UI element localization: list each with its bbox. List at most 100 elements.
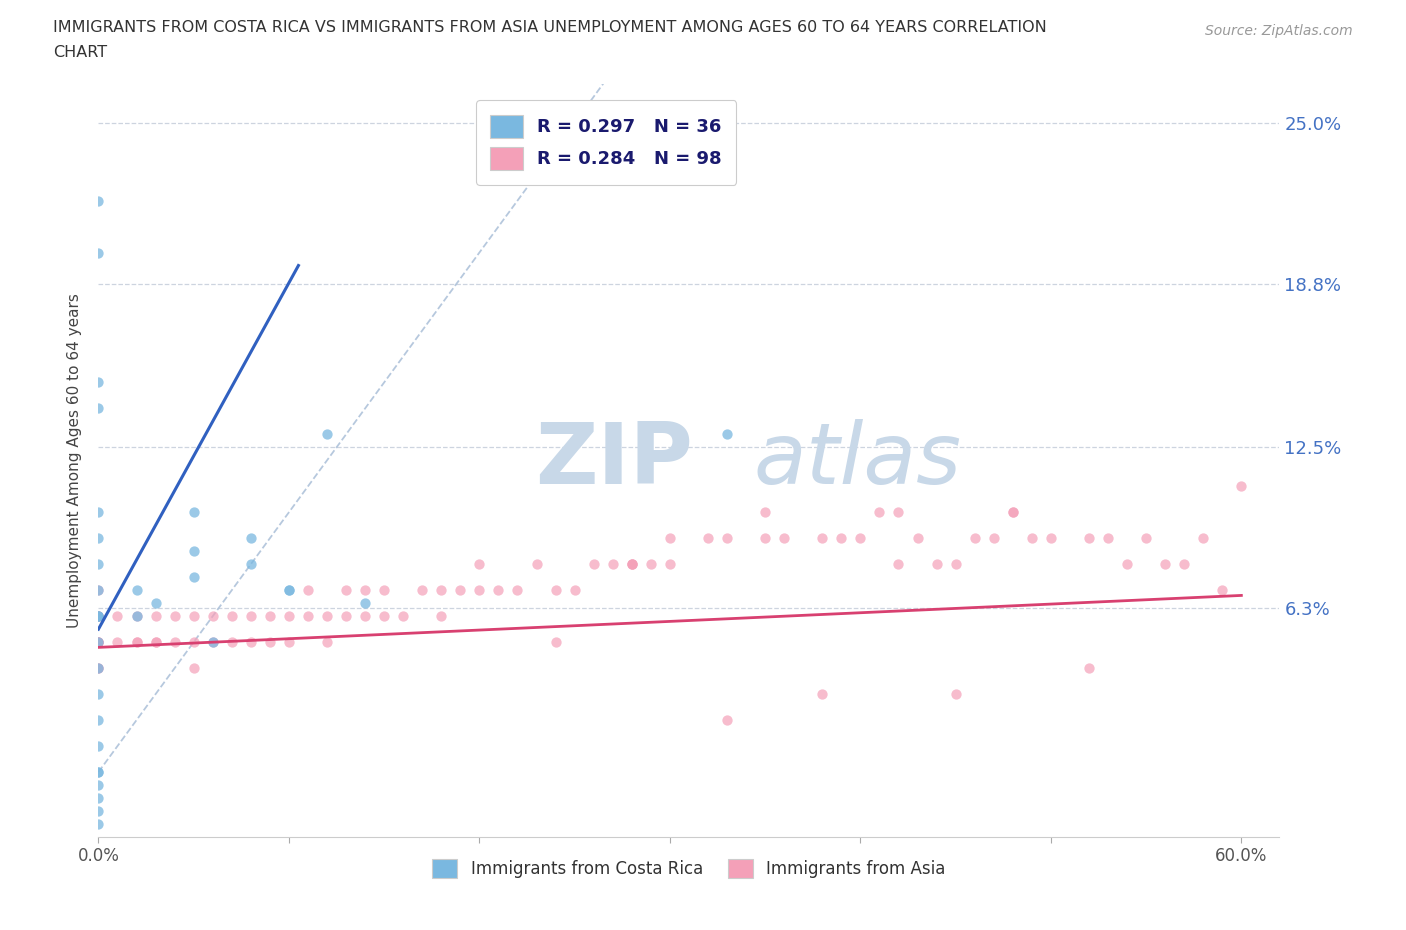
Point [335,583,357,598]
Point [221,635,243,650]
Point [354,583,377,598]
Point [983,531,1005,546]
Point [488,583,510,598]
Point [259,609,281,624]
Point [107,635,129,650]
Point [849,531,872,546]
Point [87,660,110,675]
Point [125,635,148,650]
Point [907,531,929,546]
Point [468,557,491,572]
Point [620,557,643,572]
Point [87,660,110,675]
Point [87,583,110,598]
Point [87,609,110,624]
Point [887,557,910,572]
Point [1039,531,1062,546]
Point [716,531,738,546]
Point [87,609,110,624]
Point [1001,505,1024,520]
Point [87,635,110,650]
Point [87,686,110,701]
Point [107,609,129,624]
Point [1097,531,1119,546]
Point [87,609,110,624]
Text: atlas: atlas [754,418,962,502]
Point [145,635,167,650]
Point [163,635,186,650]
Point [87,777,110,792]
Text: CHART: CHART [53,45,107,60]
Point [754,505,776,520]
Point [277,635,299,650]
Point [87,609,110,624]
Point [316,635,339,650]
Point [163,609,186,624]
Point [811,531,834,546]
Point [582,557,605,572]
Point [430,583,453,598]
Point [183,544,205,559]
Point [373,583,395,598]
Point [1078,531,1101,546]
Point [183,570,205,585]
Point [868,505,890,520]
Point [239,635,262,650]
Point [716,427,738,442]
Point [277,583,299,598]
Point [201,609,224,624]
Point [1211,583,1233,598]
Point [354,609,377,624]
Point [87,790,110,805]
Text: IMMIGRANTS FROM COSTA RICA VS IMMIGRANTS FROM ASIA UNEMPLOYMENT AMONG AGES 60 TO: IMMIGRANTS FROM COSTA RICA VS IMMIGRANTS… [53,20,1047,35]
Point [620,557,643,572]
Point [145,635,167,650]
Point [87,609,110,624]
Point [125,609,148,624]
Point [468,583,491,598]
Point [658,531,681,546]
Point [87,635,110,650]
Legend: Immigrants from Costa Rica, Immigrants from Asia: Immigrants from Costa Rica, Immigrants f… [426,853,952,885]
Point [87,635,110,650]
Point [1230,479,1253,494]
Point [87,583,110,598]
Point [87,557,110,572]
Point [277,609,299,624]
Point [87,738,110,753]
Point [506,583,529,598]
Point [297,609,319,624]
Point [963,531,986,546]
Point [1135,531,1157,546]
Point [145,596,167,611]
Point [125,609,148,624]
Point [449,583,471,598]
Point [87,660,110,675]
Point [183,660,205,675]
Point [1154,557,1177,572]
Point [925,557,948,572]
Point [945,686,967,701]
Point [773,531,796,546]
Point [183,609,205,624]
Point [373,609,395,624]
Point [125,583,148,598]
Point [1173,557,1195,572]
Point [87,764,110,779]
Point [544,583,567,598]
Point [754,531,776,546]
Point [183,505,205,520]
Point [87,804,110,818]
Point [830,531,852,546]
Point [392,609,415,624]
Point [87,531,110,546]
Point [145,609,167,624]
Point [87,712,110,727]
Point [1192,531,1215,546]
Point [183,635,205,650]
Text: ZIP: ZIP [536,418,693,502]
Point [277,583,299,598]
Text: Source: ZipAtlas.com: Source: ZipAtlas.com [1205,24,1353,38]
Point [87,401,110,416]
Point [526,557,548,572]
